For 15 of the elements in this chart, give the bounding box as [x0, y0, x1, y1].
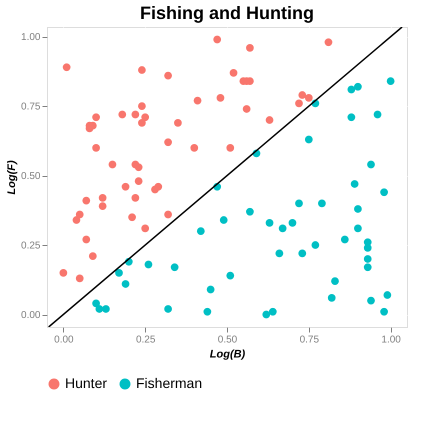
chart-title: Fishing and Hunting — [140, 3, 314, 23]
x-tick-label: 0.25 — [136, 334, 156, 346]
y-tick-label: 0.25 — [21, 240, 41, 252]
y-axis-title: Log(F) — [6, 160, 18, 195]
x-tick-label: 0.00 — [54, 334, 74, 346]
y-tick-label: 1.00 — [21, 32, 41, 44]
x-tick-label: 0.50 — [218, 334, 238, 346]
y-tick-label: 0.50 — [21, 171, 41, 182]
legend-label: Fisherman — [136, 375, 202, 391]
x-tick-label: 0.75 — [300, 334, 320, 346]
y-tick-label: 0.00 — [21, 310, 41, 321]
y-tick-label: 0.75 — [21, 102, 41, 113]
legend-label: Hunter — [65, 375, 108, 391]
x-tick-label: 1.00 — [381, 334, 402, 346]
x-axis-title: Log(B) — [210, 348, 246, 360]
